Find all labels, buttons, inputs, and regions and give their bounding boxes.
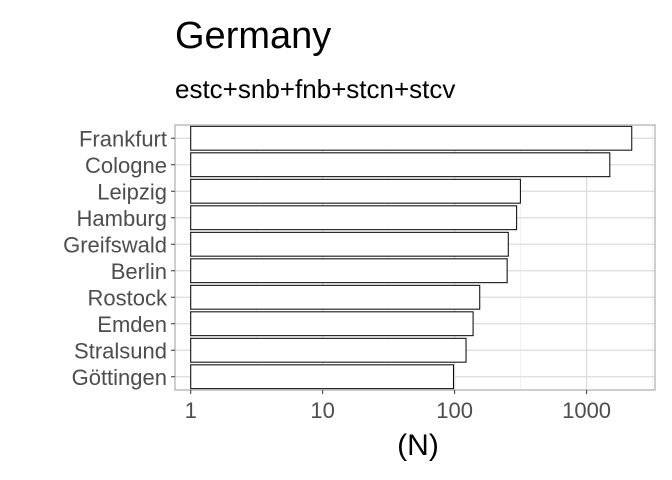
bar-cologne (190, 152, 611, 178)
bar-rostock (190, 284, 481, 310)
y-axis-tick-labels: FrankfurtCologneLeipzigHamburgGreifswald… (63, 126, 175, 390)
y-tick-label: Berlin (111, 259, 167, 284)
bar-hamburg (190, 205, 518, 231)
chart-subtitle: estc+snb+fnb+stcn+stcv (175, 74, 455, 104)
bar-emden (190, 311, 474, 337)
plot-panel-border (174, 124, 656, 391)
y-tick-label: Göttingen (72, 365, 167, 390)
chart-title: Germany (175, 15, 331, 57)
y-tick-label: Rostock (88, 285, 168, 310)
bars (190, 125, 633, 390)
y-tick-label: Leipzig (97, 179, 167, 204)
bar-leipzig (190, 178, 521, 204)
y-tick-label: Emden (97, 312, 167, 337)
x-tick-label: 100 (436, 398, 473, 423)
y-tick-label: Frankfurt (79, 126, 167, 151)
bar-berlin (190, 258, 508, 284)
bar-stralsund (190, 337, 467, 363)
bar-greifswald (190, 231, 509, 257)
x-tick-label: 10 (310, 398, 334, 423)
y-tick-label: Hamburg (77, 206, 167, 231)
bar-göttingen (190, 364, 454, 390)
y-tick-label: Greifswald (63, 232, 167, 257)
x-axis-tick-labels: 1 10 100 1000 (185, 390, 611, 423)
x-axis-title: (N) (397, 429, 439, 462)
y-tick-label: Stralsund (74, 338, 167, 363)
x-tick-label: 1000 (562, 398, 611, 423)
bar-frankfurt (190, 125, 633, 151)
x-tick-label: 1 (185, 398, 197, 423)
y-tick-label: Cologne (85, 153, 167, 178)
